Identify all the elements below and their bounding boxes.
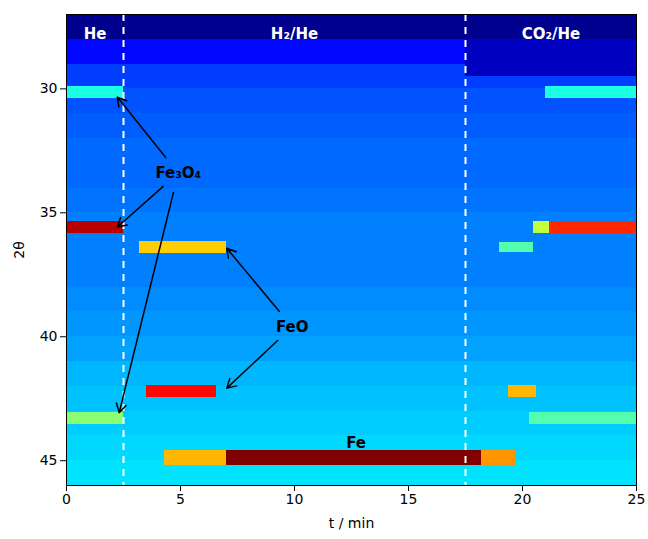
svg-text:2θ: 2θ <box>11 241 27 258</box>
svg-text:0: 0 <box>62 491 71 507</box>
svg-text:He: He <box>84 25 107 43</box>
svg-text:FeO: FeO <box>276 318 309 336</box>
svg-text:10: 10 <box>286 491 304 507</box>
svg-text:Fe: Fe <box>346 434 366 452</box>
svg-text:5: 5 <box>176 491 185 507</box>
svg-text:30: 30 <box>40 80 58 96</box>
svg-text:20: 20 <box>514 491 532 507</box>
svg-text:40: 40 <box>40 328 58 344</box>
svg-text:45: 45 <box>40 452 58 468</box>
svg-text:H₂/He: H₂/He <box>271 25 318 43</box>
svg-text:35: 35 <box>40 204 58 220</box>
svg-text:t / min: t / min <box>329 515 375 531</box>
svg-text:15: 15 <box>400 491 418 507</box>
svg-text:Fe₃O₄: Fe₃O₄ <box>155 164 201 182</box>
svg-text:25: 25 <box>628 491 646 507</box>
svg-text:CO₂/He: CO₂/He <box>522 25 581 43</box>
